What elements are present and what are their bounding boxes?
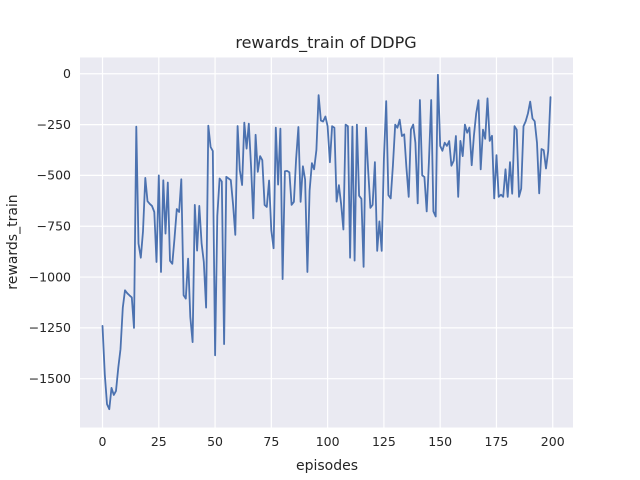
x-tick-label: 0 xyxy=(99,434,107,449)
y-tick-label: −250 xyxy=(37,117,71,132)
series-line xyxy=(101,73,552,411)
x-tick-label: 75 xyxy=(263,434,279,449)
x-tick-label: 100 xyxy=(316,434,340,449)
y-tick-label: −500 xyxy=(37,168,71,183)
y-tick-label: −1250 xyxy=(29,320,71,335)
x-axis-label: episodes xyxy=(296,458,358,474)
y-tick-label: −750 xyxy=(37,219,71,234)
x-tick-label: 175 xyxy=(485,434,509,449)
y-tick-label: 0 xyxy=(63,66,71,81)
x-tick-label: 150 xyxy=(428,434,452,449)
y-tick-label: −1000 xyxy=(29,269,71,284)
axes-background xyxy=(80,57,573,428)
y-tick-label: −1500 xyxy=(29,371,71,386)
x-tick-label: 200 xyxy=(541,434,565,449)
x-tick-label: 50 xyxy=(207,434,223,449)
chart-title: rewards_train of DDPG xyxy=(235,33,416,53)
x-tick-label: 125 xyxy=(372,434,396,449)
x-tick-label: 25 xyxy=(151,434,167,449)
y-axis-label: rewards_train xyxy=(5,194,21,289)
